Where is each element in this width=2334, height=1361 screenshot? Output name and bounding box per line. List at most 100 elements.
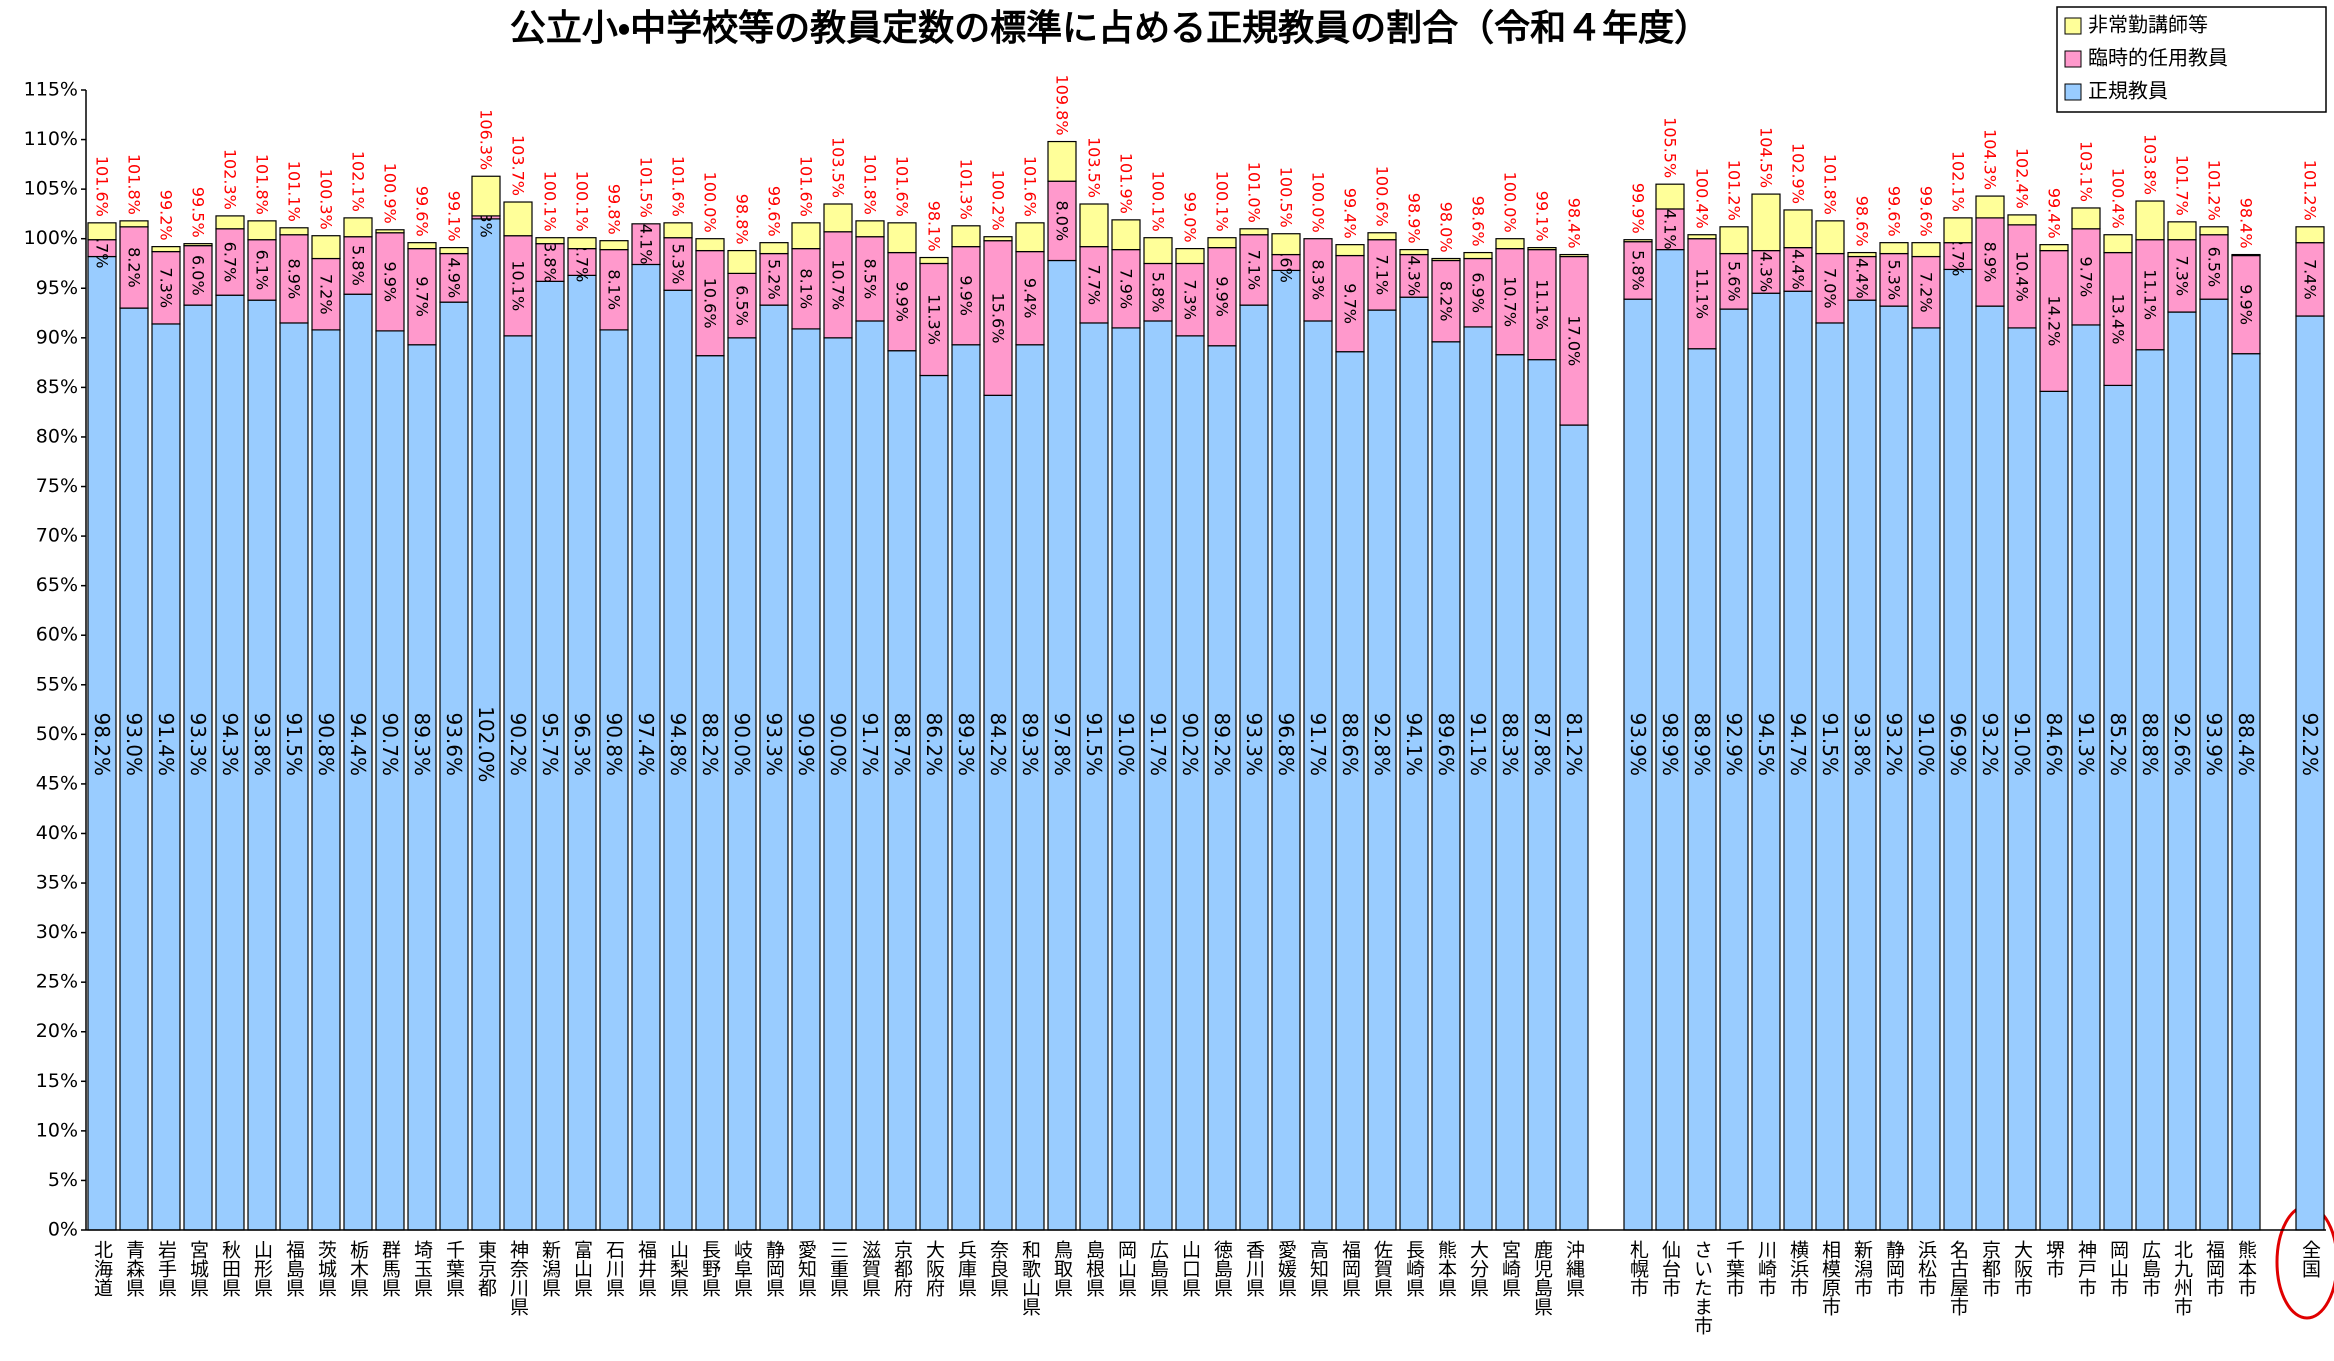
y-tick-label: 70% xyxy=(36,525,78,547)
bar-segment xyxy=(2071,324,2101,1231)
value-label: 10.4% xyxy=(2013,251,2032,302)
x-tick-label: 岩手県 xyxy=(155,1240,177,1297)
y-tick-label: 45% xyxy=(36,772,78,794)
y-tick-label: 10% xyxy=(36,1119,78,1141)
x-tick-label: 札幌市 xyxy=(1627,1240,1649,1297)
bar-segment xyxy=(1943,217,1973,244)
value-label: 8.2% xyxy=(125,247,144,288)
bar-segment xyxy=(855,220,885,238)
y-tick-label: 50% xyxy=(36,723,78,745)
bar-segment xyxy=(407,242,437,250)
value-label: 84.6% xyxy=(2042,712,2066,776)
bar-segment xyxy=(567,274,597,1231)
total-label: 100.1% xyxy=(1149,171,1168,232)
bar-segment xyxy=(1367,239,1397,311)
x-tick-label: 富山県 xyxy=(571,1240,593,1297)
value-label: 91.7% xyxy=(1306,712,1330,776)
value-label: 85.2% xyxy=(2106,712,2130,776)
value-label: 9.7% xyxy=(1341,283,1360,324)
bar-segment xyxy=(1015,222,1045,253)
value-label: 89.3% xyxy=(410,712,434,776)
total-label: 100.2% xyxy=(989,170,1008,231)
x-tick-label: 千葉県 xyxy=(443,1240,465,1297)
chart-title: 公立小・中学校等の教員定数の標準に占める正規教員の割合（令和４年度） xyxy=(510,8,1710,49)
total-label: 98.4% xyxy=(2237,198,2256,249)
y-tick-label: 40% xyxy=(36,822,78,844)
x-tick-label: 福岡県 xyxy=(1339,1240,1361,1297)
bar-segment xyxy=(1719,252,1749,310)
value-label: 5.2% xyxy=(765,259,784,300)
bar-segment xyxy=(1527,359,1557,1231)
bar-segment xyxy=(2103,384,2133,1231)
x-tick-label: 愛媛県 xyxy=(1275,1240,1297,1297)
y-tick-label: 105% xyxy=(24,178,78,200)
bar-segment xyxy=(1175,335,1205,1231)
value-label: 5.3% xyxy=(669,244,688,285)
bar-segment xyxy=(1495,238,1525,250)
y-tick-label: 100% xyxy=(24,227,78,249)
total-label: 100.3% xyxy=(317,169,336,230)
bar-segment xyxy=(279,322,309,1231)
value-label: 97.8% xyxy=(1050,712,1074,776)
x-tick-label: 京都府 xyxy=(891,1240,913,1298)
value-label: 14.2% xyxy=(2045,296,2064,347)
total-label: 98.9% xyxy=(1405,193,1424,244)
bar-segment xyxy=(1495,354,1525,1231)
bar-segment xyxy=(151,323,181,1231)
bar-segment xyxy=(375,229,405,234)
x-tick-label: 川崎市 xyxy=(1755,1240,1777,1297)
x-tick-label: 相模原市 xyxy=(1819,1240,1841,1316)
y-tick-label: 0% xyxy=(48,1219,78,1241)
value-label: 8.0% xyxy=(1053,201,1072,242)
bar-segment xyxy=(2167,311,2197,1231)
bar-segment xyxy=(887,350,917,1231)
bar-segment xyxy=(1623,239,1653,243)
value-label: 97.4% xyxy=(634,712,658,776)
total-label: 101.2% xyxy=(2205,160,2224,221)
total-label: 102.1% xyxy=(349,151,368,212)
total-label: 101.6% xyxy=(669,156,688,217)
x-tick-label: 山梨県 xyxy=(667,1240,689,1297)
total-label: 103.5% xyxy=(1085,137,1104,198)
bar-segment xyxy=(1655,208,1685,251)
x-tick-label: 奈良県 xyxy=(987,1240,1009,1297)
bar-segment xyxy=(439,247,469,255)
total-label: 100.1% xyxy=(541,171,560,232)
bar-segment xyxy=(439,301,469,1231)
total-label: 109.8% xyxy=(1053,75,1072,136)
x-tick-label: 山形県 xyxy=(251,1240,273,1297)
bar-segment xyxy=(2295,242,2325,317)
bar-segment xyxy=(1367,232,1397,241)
total-label: 100.0% xyxy=(1309,172,1328,233)
total-label: 98.8% xyxy=(733,194,752,245)
bar-segment xyxy=(151,246,181,253)
bar-segment xyxy=(1623,241,1653,300)
y-tick-label: 110% xyxy=(24,128,78,150)
bar-segment xyxy=(887,222,917,254)
value-label: 7.2% xyxy=(317,274,336,315)
total-label: 101.8% xyxy=(253,154,272,215)
total-label: 100.5% xyxy=(1277,167,1296,228)
bar-segment xyxy=(1847,299,1877,1231)
bar-segment xyxy=(1175,262,1205,337)
total-label: 101.6% xyxy=(1021,156,1040,217)
bar-segment xyxy=(1751,249,1781,294)
value-label: 91.7% xyxy=(1146,712,1170,776)
bar-segment xyxy=(727,337,757,1231)
value-label: 6.5% xyxy=(733,285,752,326)
value-label: 96.8% xyxy=(1274,712,1298,776)
bar-segment xyxy=(2007,224,2037,329)
x-tick-label: 広島市 xyxy=(2139,1240,2161,1297)
value-label: 95.7% xyxy=(538,712,562,776)
bar-segment xyxy=(535,237,565,245)
legend-swatch xyxy=(2064,83,2082,101)
x-tick-label: 京都市 xyxy=(1979,1240,2001,1297)
bar-segment xyxy=(1175,248,1205,265)
bar-segment xyxy=(1527,247,1557,251)
value-label: 86.2% xyxy=(922,712,946,776)
value-label: 92.2% xyxy=(2298,712,2322,776)
value-label: 98.2% xyxy=(90,712,114,776)
bar-segment xyxy=(2007,327,2037,1231)
value-label: 10.6% xyxy=(701,278,720,329)
x-tick-label: 大阪市 xyxy=(2011,1240,2033,1297)
